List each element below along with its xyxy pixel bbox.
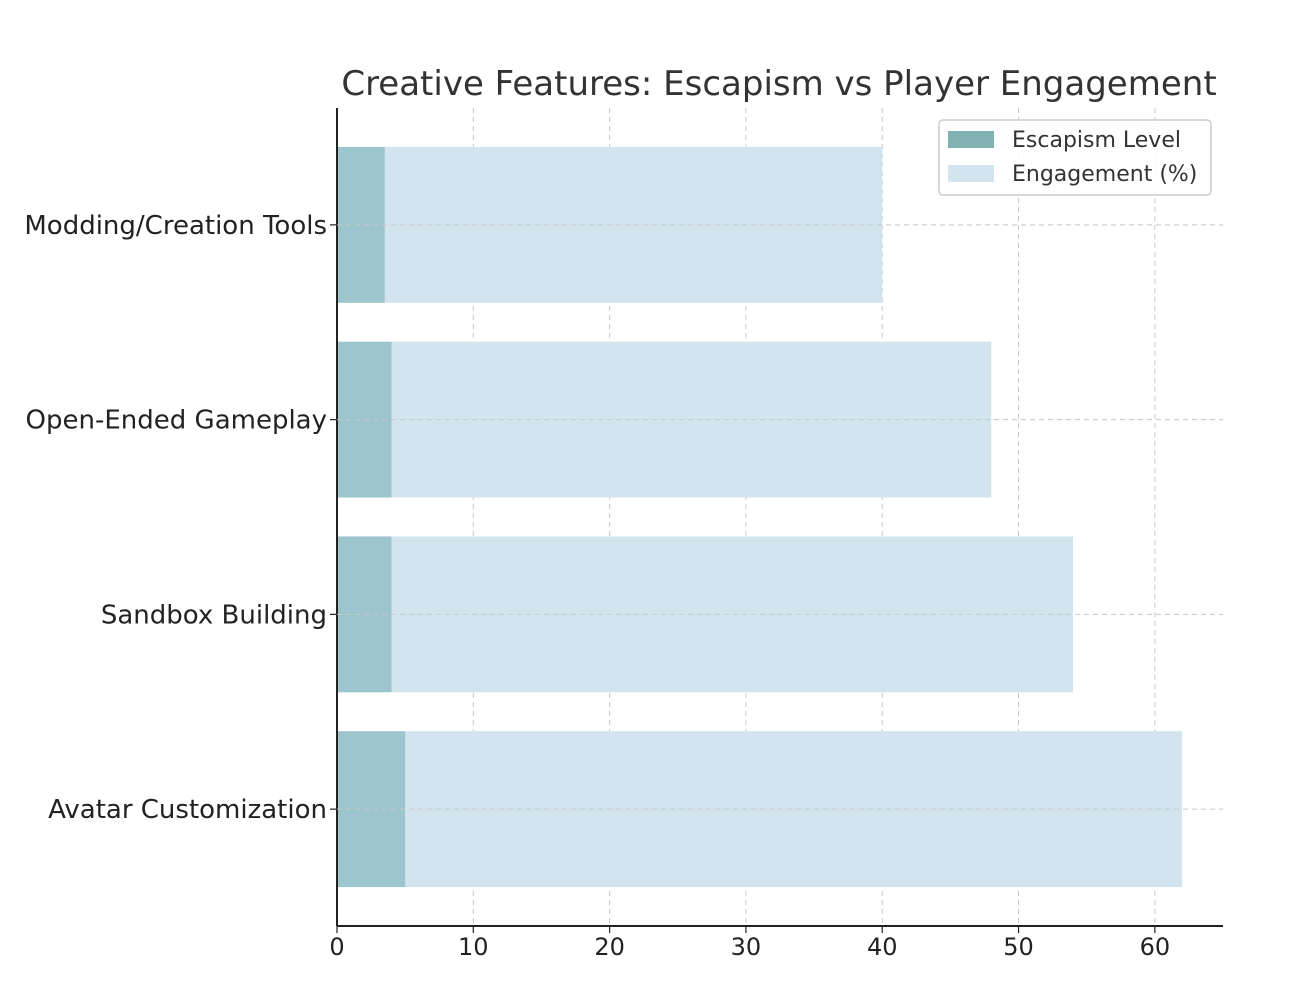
x-tick-label: 30 xyxy=(731,933,762,961)
legend-label: Engagement (%) xyxy=(1012,162,1197,187)
x-tick-label: 20 xyxy=(594,933,625,961)
legend-label: Escapism Level xyxy=(1012,128,1181,153)
x-tick-label: 40 xyxy=(867,933,898,961)
y-tick-label: Open-Ended Gameplay xyxy=(26,406,327,436)
chart-title: Creative Features: Escapism vs Player En… xyxy=(341,64,1216,104)
axes-group xyxy=(330,108,1223,933)
x-tick-label: 0 xyxy=(329,933,344,961)
x-tick-label: 10 xyxy=(458,933,489,961)
tick-labels-group: 0 10 20 30 40 50 60 Avatar Customization Sandbox… xyxy=(24,211,1170,961)
chart-legend: Escapism Level Engagement (%) xyxy=(938,119,1212,196)
legend-swatch xyxy=(948,131,994,148)
legend-swatch xyxy=(948,165,994,182)
x-tick-label: 60 xyxy=(1140,933,1171,961)
bars-group xyxy=(337,146,1183,888)
y-tick-label: Modding/Creation Tools xyxy=(24,211,327,241)
x-tick-label: 50 xyxy=(1003,933,1034,961)
y-tick-label: Sandbox Building xyxy=(101,600,327,630)
y-tick-label: Avatar Customization xyxy=(48,795,327,825)
legend-box xyxy=(938,119,1212,196)
